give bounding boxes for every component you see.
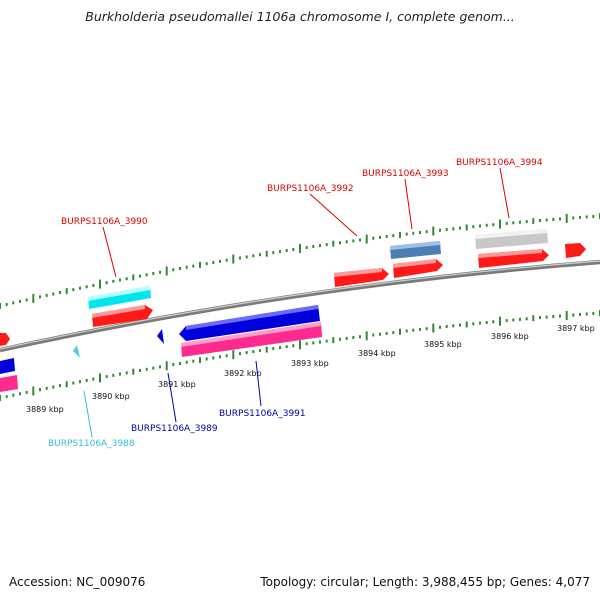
gene-red-right[interactable]: [565, 243, 586, 258]
gene-red-left[interactable]: [0, 333, 10, 346]
chromosome-backbone: [0, 259, 600, 353]
gene-cyan-3988[interactable]: [73, 345, 80, 358]
map-title: Burkholderia pseudomallei 1106a chromoso…: [85, 9, 515, 24]
scale-label: 3889 kbp: [26, 405, 64, 414]
scale-label: 3892 kbp: [224, 369, 262, 378]
gene-blue-3989[interactable]: [157, 329, 164, 344]
gene-labels: BURPS1106A_3990 BURPS1106A_3992 BURPS110…: [48, 158, 543, 449]
gene-pink-left[interactable]: [0, 375, 18, 392]
gene-label[interactable]: BURPS1106A_3988: [48, 439, 135, 449]
gene-red-3990-area[interactable]: [92, 305, 153, 327]
scale-label: 3895 kbp: [424, 340, 462, 349]
gene-label[interactable]: BURPS1106A_3993: [362, 169, 449, 179]
topology-text: Topology: circular; Length: 3,988,455 bp…: [260, 575, 590, 589]
gene-label[interactable]: BURPS1106A_3990: [61, 217, 148, 227]
scale-label: 3890 kbp: [92, 392, 130, 401]
gene-label[interactable]: BURPS1106A_3991: [219, 409, 306, 419]
scale-label: 3894 kbp: [358, 349, 396, 358]
forward-genes: [0, 229, 586, 346]
leader-lines: [83, 167, 510, 438]
scale-label: 3896 kbp: [491, 332, 529, 341]
upper-tick-track: [0, 213, 600, 309]
gene-blue-left[interactable]: [0, 358, 15, 374]
gene-label[interactable]: BURPS1106A_3992: [267, 184, 354, 194]
reverse-genes: [0, 305, 322, 392]
gene-label[interactable]: BURPS1106A_3989: [131, 424, 218, 434]
gene-label[interactable]: BURPS1106A_3994: [456, 158, 543, 168]
accession-text: Accession: NC_009076: [9, 575, 146, 589]
scale-labels: 3889 kbp 3890 kbp 3891 kbp 3892 kbp 3893…: [26, 324, 595, 414]
scale-label: 3897 kbp: [557, 324, 595, 333]
lower-tick-track: [0, 310, 600, 401]
scale-label: 3891 kbp: [158, 380, 196, 389]
scale-label: 3893 kbp: [291, 359, 329, 368]
